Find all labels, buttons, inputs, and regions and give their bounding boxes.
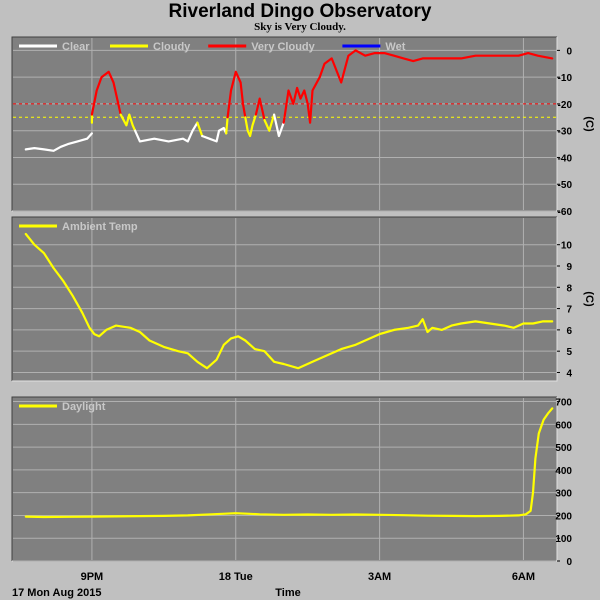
series-line-daylight — [24, 407, 554, 519]
y-tick-label: 7 — [566, 305, 572, 316]
y-tick-label: 5 — [566, 347, 572, 358]
y-tick-label: 8 — [566, 283, 572, 294]
daylight-panel: 700 600 500 400 300 200 100 0 Daylight 9PM 18 Tue 3… — [11, 396, 572, 583]
series-line-clear — [201, 126, 228, 143]
date-label: 17 Mon Aug 2015 — [12, 587, 101, 599]
y-tick-label: 100 — [555, 534, 572, 545]
y-tick-label: -40 — [558, 153, 573, 164]
y-tick-label: 9 — [566, 262, 572, 273]
series-line-very-cloudy — [226, 70, 247, 119]
plot-frame-highlight — [12, 217, 558, 382]
y-tick-label: 10 — [561, 241, 573, 252]
y-tick-label: -50 — [558, 180, 573, 191]
y-tick-label: 0 — [566, 557, 572, 568]
y-tick-label: 300 — [555, 489, 572, 500]
y-axis-unit-label: (C) — [583, 291, 595, 307]
y-tick-label: -60 — [558, 207, 573, 218]
x-axis-label: Time — [275, 587, 300, 599]
series-line-very-cloudy — [90, 70, 122, 116]
x-tick-label: 6AM — [512, 571, 535, 583]
series-line-clear — [24, 132, 93, 152]
y-tick-label: -20 — [558, 100, 573, 111]
y-tick-label: 600 — [555, 420, 572, 431]
series-line-cloudy — [196, 121, 204, 138]
legend-label: Very Cloudy — [251, 41, 315, 53]
plot-frame-shadow — [11, 396, 557, 561]
plot-frame-shadow — [11, 36, 557, 211]
y-tick-label: -10 — [558, 73, 573, 84]
plot-frame-shadow — [11, 216, 557, 381]
series-line-very-cloudy — [254, 97, 266, 122]
y-axis-unit-label: (C) — [583, 116, 595, 132]
series-line-clear — [134, 121, 199, 143]
y-tick-label: 200 — [555, 511, 572, 522]
x-tick-label: 3AM — [368, 571, 391, 583]
series-line-ambient-temp — [24, 232, 554, 370]
legend-label: Daylight — [62, 401, 106, 413]
series-line-very-cloudy — [282, 49, 554, 124]
sky-status-subtitle: Sky is Very Cloudy. — [254, 21, 346, 33]
legend-label: Wet — [385, 41, 405, 53]
legend-label: Ambient Temp — [62, 221, 138, 233]
series-line-cloudy — [244, 113, 257, 138]
series-line-cloudy — [263, 113, 276, 132]
plot-area — [12, 37, 557, 211]
y-tick-label: -30 — [558, 127, 573, 138]
page-title: Riverland Dingo Observatory — [168, 1, 432, 22]
y-tick-label: 6 — [566, 326, 572, 337]
ambient-panel: 10 9 8 7 6 5 4 (C) Ambient Temp — [11, 216, 595, 382]
series-line-cloudy — [225, 116, 229, 135]
y-tick-label: 0 — [566, 46, 572, 57]
legend-label: Clear — [62, 41, 90, 53]
x-tick-label: 18 Tue — [219, 571, 253, 583]
sky-panel: 0 -10 -20 -30 -40 -50 -60 (C) Clear Cloudy Very Cl… — [11, 36, 595, 218]
y-tick-label: 400 — [555, 466, 572, 477]
y-tick-label: 500 — [555, 443, 572, 454]
series-line-cloudy — [119, 113, 137, 132]
plot-area — [12, 397, 557, 561]
y-tick-label: 700 — [555, 398, 572, 409]
legend-label: Cloudy — [153, 41, 191, 53]
y-tick-label: 4 — [566, 368, 572, 379]
series-line-clear — [273, 113, 285, 138]
x-tick-label: 9PM — [81, 571, 104, 583]
plot-area — [12, 217, 557, 381]
